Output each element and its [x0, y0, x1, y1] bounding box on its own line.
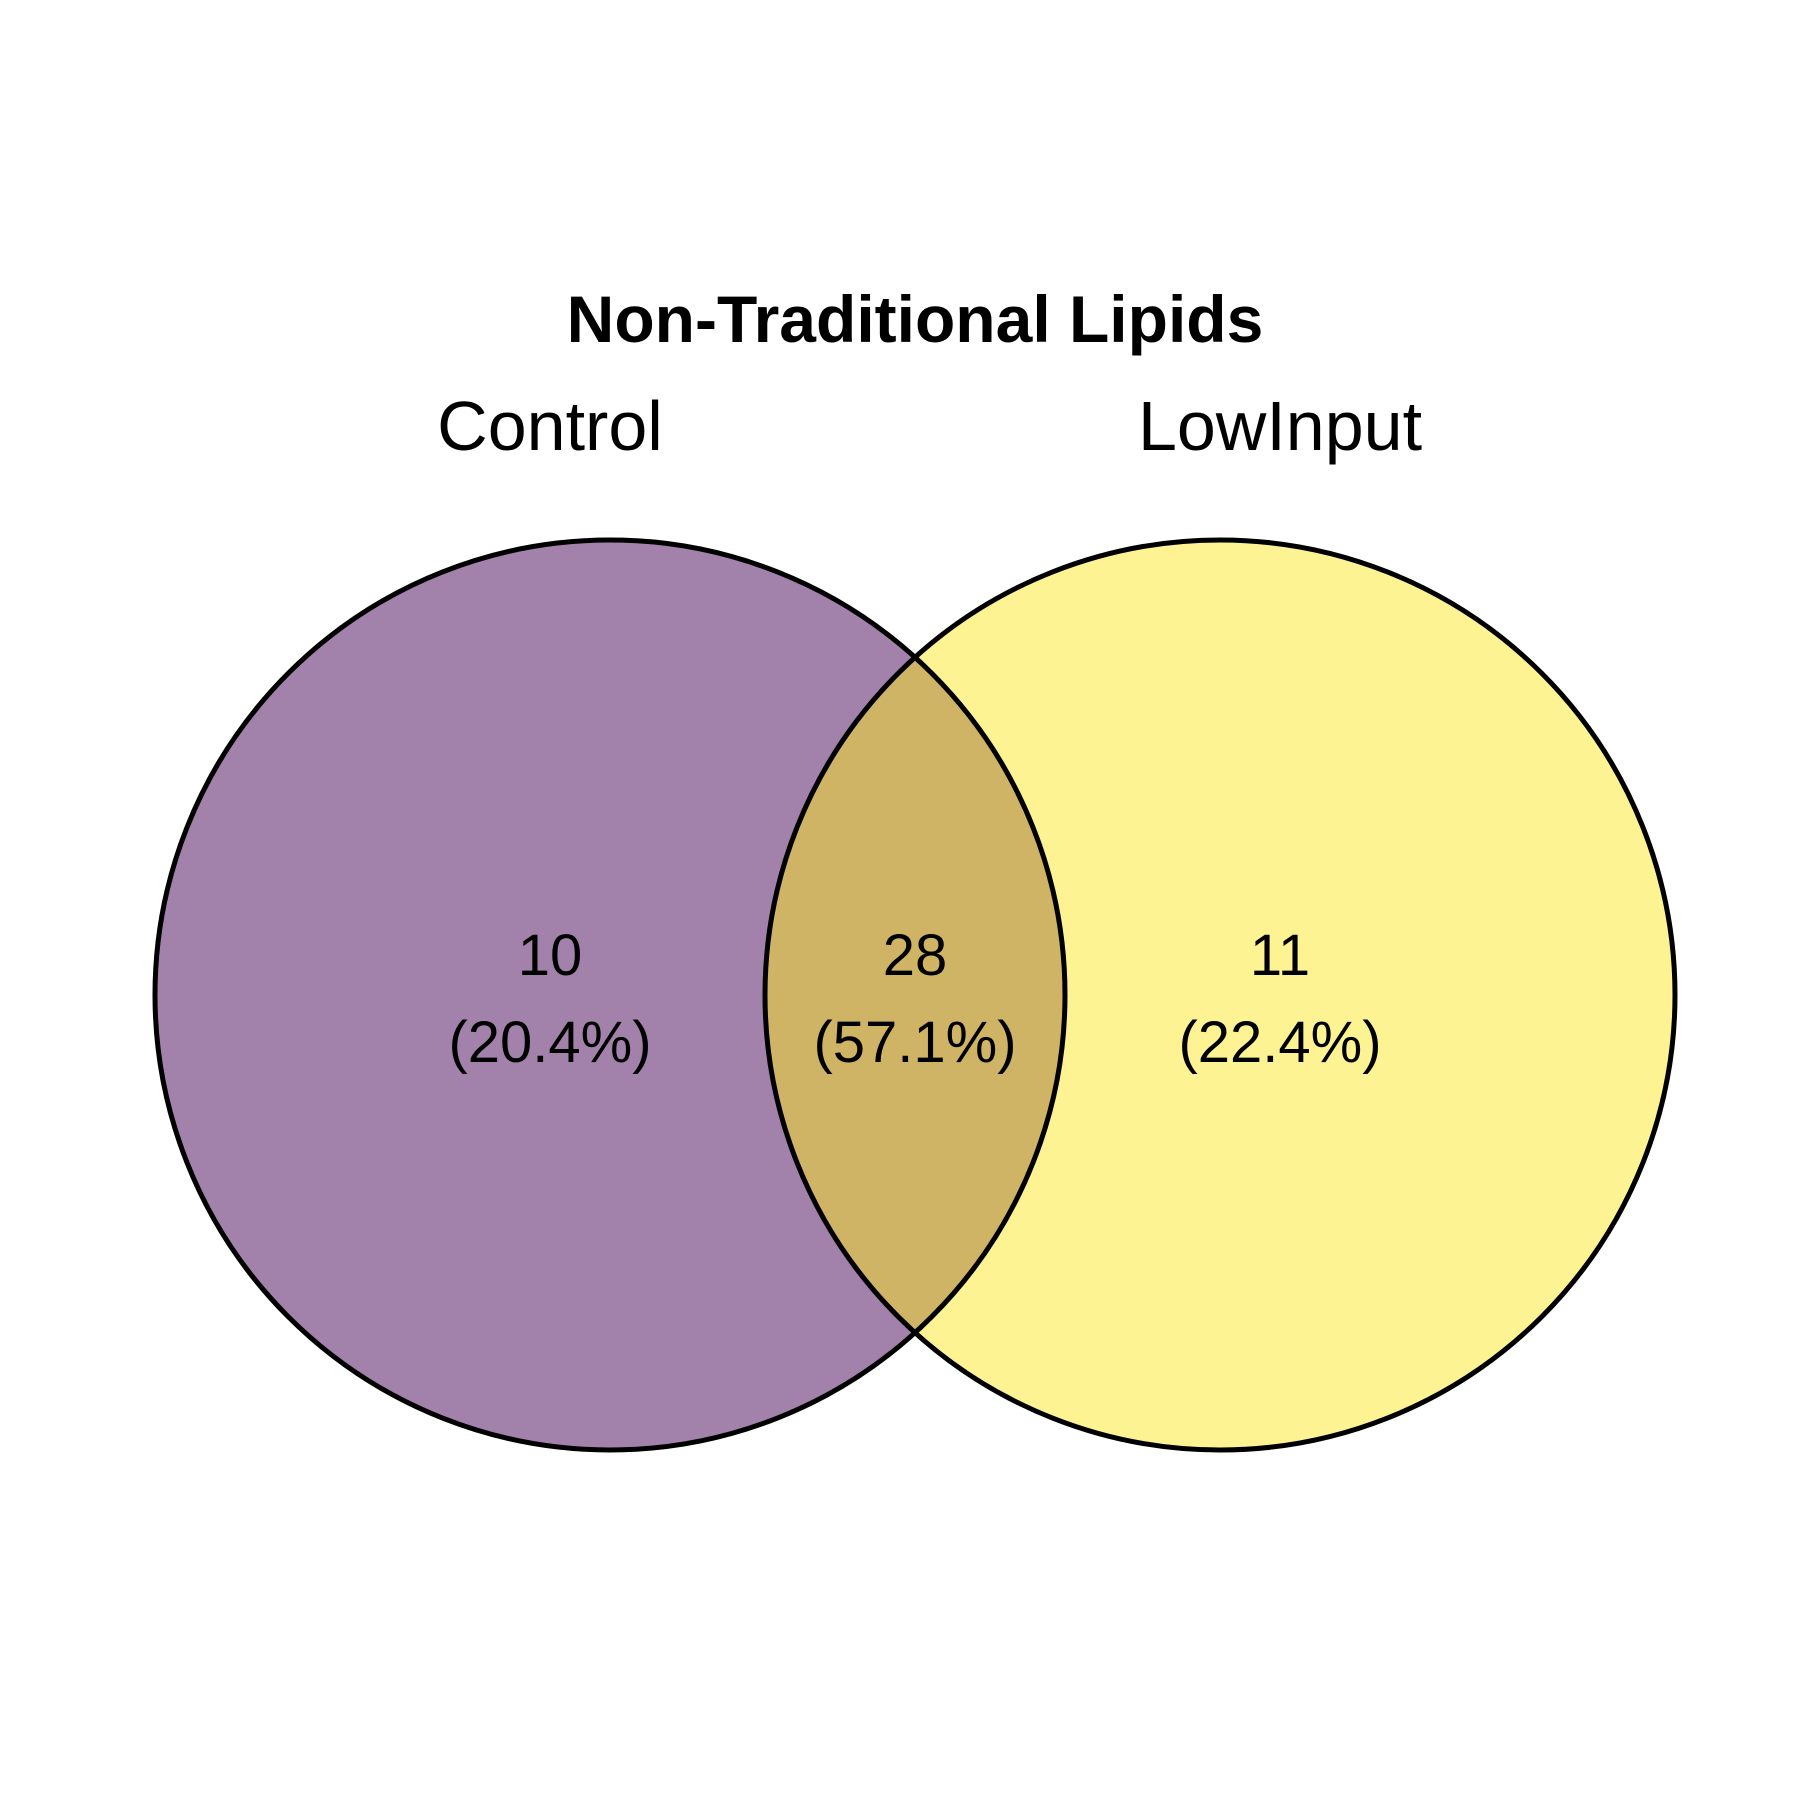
- control-circle-outline: [152, 537, 1068, 1453]
- intersection-percent: (57.1%): [813, 1010, 1016, 1075]
- control-only-percent: (20.4%): [448, 1010, 651, 1075]
- lowinput-only-percent: (22.4%): [1178, 1010, 1381, 1075]
- set-label-lowinput: LowInput: [1138, 387, 1422, 465]
- lowinput-circle-outline: [762, 537, 1678, 1453]
- intersection-count: 28: [883, 923, 948, 988]
- chart-title: Non-Traditional Lipids: [567, 282, 1264, 356]
- control-only-count: 10: [518, 923, 583, 988]
- set-label-control: Control: [437, 387, 663, 465]
- lowinput-only-count: 11: [1250, 923, 1310, 988]
- intersection-fill: [765, 540, 1065, 1450]
